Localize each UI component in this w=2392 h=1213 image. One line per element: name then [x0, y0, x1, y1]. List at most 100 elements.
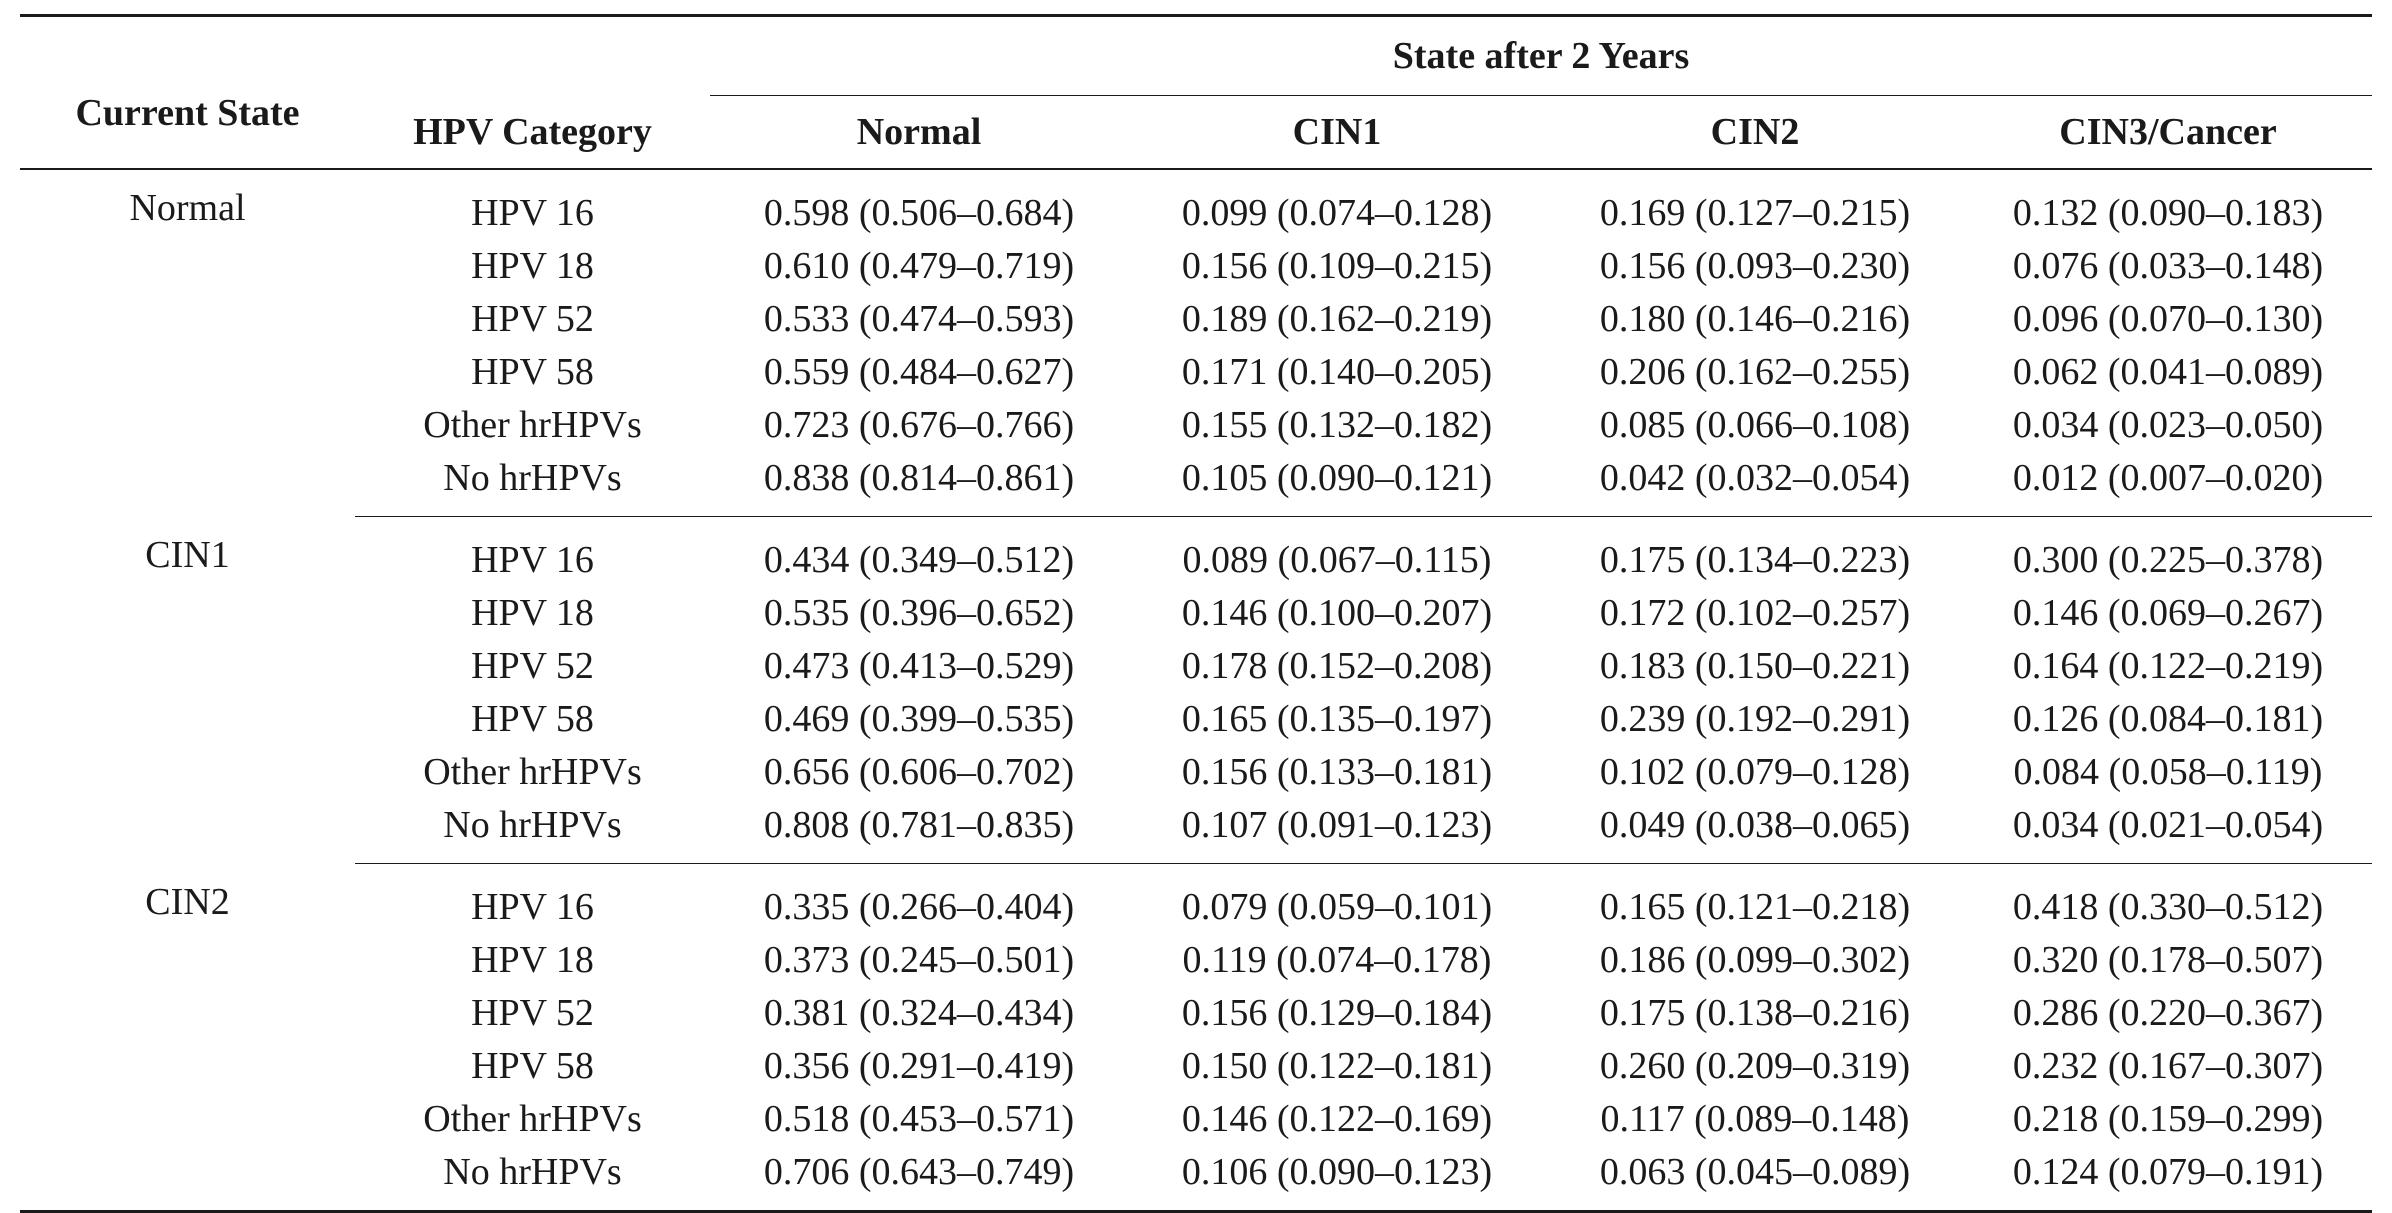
hpv-category-cell: Other hrHPVs	[423, 750, 642, 793]
probability-cell-cin1: 0.089 (0.067–0.115)	[1182, 538, 1492, 581]
probability-cell-normal: 0.706 (0.643–0.749)	[763, 1150, 1075, 1193]
probability-cell-cin2: 0.175 (0.134–0.223)	[1599, 538, 1911, 581]
hpv-category-cell: HPV 18	[471, 591, 594, 634]
table-row: HPV 18 0.535 (0.396–0.652) 0.146 (0.100–0.…	[20, 586, 2372, 639]
probability-cell-cin2: 0.206 (0.162–0.255)	[1599, 350, 1911, 393]
hpv-category-cell: Other hrHPVs	[423, 1097, 642, 1140]
probability-cell-normal: 0.533 (0.474–0.593)	[763, 297, 1075, 340]
table-row: HPV 58 0.469 (0.399–0.535) 0.165 (0.135–0.…	[20, 692, 2372, 745]
probability-cell-cin3-cancer: 0.164 (0.122–0.219)	[2012, 644, 2324, 687]
hpv-category-cell: No hrHPVs	[355, 798, 710, 864]
probability-cell-cin2: 0.165 (0.121–0.218)	[1599, 885, 1911, 928]
probability-cell-cin3-cancer: 0.096 (0.070–0.130)	[2012, 297, 2324, 340]
probability-cell-cin1: 0.119 (0.074–0.178)	[1182, 938, 1492, 981]
table-body: Normal HPV 16 0.598 (0.506–0.684) 0.099 (0.…	[20, 169, 2373, 1212]
hpv-category-cell: HPV 52	[471, 297, 594, 340]
probability-cell-normal: 0.723 (0.676–0.766)	[763, 403, 1075, 446]
table-row: No hrHPVs 0.838 (0.814–0.861) 0.105 (0.090…	[20, 451, 2373, 517]
probability-cell-cin2: 0.239 (0.192–0.291)	[1599, 697, 1911, 740]
probability-cell-cin3-cancer: 0.076 (0.033–0.148)	[2012, 244, 2324, 287]
table-row: No hrHPVs 0.808 (0.781–0.835) 0.107 (0.091…	[20, 798, 2373, 864]
hpv-category-cell: HPV 58	[471, 697, 594, 740]
header-row-bottom: HPV Category Normal CIN1 CIN2 CIN3/Cance…	[20, 96, 2373, 169]
probability-cell-cin2: 0.117 (0.089–0.148)	[1600, 1097, 1910, 1140]
probability-cell-cin3-cancer: 0.232 (0.167–0.307)	[2012, 1044, 2324, 1087]
probability-cell-cin2: 0.085 (0.066–0.108)	[1599, 403, 1911, 446]
probability-cell-normal: 0.469 (0.399–0.535)	[763, 697, 1075, 740]
current-state-header: Current State	[75, 91, 300, 134]
table-row: Other hrHPVs 0.518 (0.453–0.571) 0.146 (0.…	[20, 1092, 2372, 1145]
hpv-category-cell: HPV 58	[471, 1044, 594, 1087]
probability-cell-normal: 0.559 (0.484–0.627)	[763, 350, 1075, 393]
table-row: HPV 52 0.473 (0.413–0.529) 0.178 (0.152–0.…	[20, 639, 2372, 692]
probability-cell-normal: 0.535 (0.396–0.652)	[763, 591, 1075, 634]
table-row: Other hrHPVs 0.656 (0.606–0.702) 0.156 (0.…	[20, 745, 2372, 798]
hpv-category-cell: HPV 18	[471, 938, 594, 981]
hpv-category-cell: Other hrHPVs	[423, 403, 642, 446]
hpv-category-cell: HPV 16	[471, 191, 594, 234]
table-row: HPV 18 0.610 (0.479–0.719) 0.156 (0.109–0.…	[20, 239, 2372, 292]
probability-cell-cin1: 0.156 (0.109–0.215)	[1181, 244, 1493, 287]
current-state-cell: Normal	[129, 187, 246, 229]
probability-cell-cin2: 0.183 (0.150–0.221)	[1599, 644, 1911, 687]
probability-cell-cin2: 0.042 (0.032–0.054)	[1546, 451, 1964, 517]
probability-cell-cin3-cancer: 0.286 (0.220–0.367)	[2012, 991, 2324, 1034]
probability-cell-normal: 0.808 (0.781–0.835)	[710, 798, 1128, 864]
probability-cell-cin3-cancer: 0.218 (0.159–0.299)	[2012, 1097, 2324, 1140]
probability-cell-cin1: 0.156 (0.129–0.184)	[1181, 991, 1493, 1034]
probability-cell-cin2: 0.063 (0.045–0.089)	[1599, 1150, 1911, 1193]
table-row: CIN2 HPV 16 0.335 (0.266–0.404) 0.079 (0.05…	[20, 864, 2372, 934]
probability-cell-cin3-cancer: 0.124 (0.079–0.191)	[2012, 1150, 2324, 1193]
probability-cell-cin3-cancer: 0.146 (0.069–0.267)	[2012, 591, 2324, 634]
probability-cell-cin1: 0.107 (0.091–0.123)	[1128, 798, 1546, 864]
column-header-normal: Normal	[856, 111, 982, 153]
table-row: Normal HPV 16 0.598 (0.506–0.684) 0.099 (0.…	[20, 169, 2372, 239]
probability-cell-cin1: 0.146 (0.100–0.207)	[1181, 591, 1493, 634]
probability-cell-cin1: 0.099 (0.074–0.128)	[1181, 191, 1493, 234]
transition-probability-table-container: Current State State after 2 Years HPV Ca…	[20, 14, 2373, 1213]
probability-cell-cin1: 0.156 (0.133–0.181)	[1181, 750, 1493, 793]
probability-cell-cin2: 0.175 (0.138–0.216)	[1599, 991, 1911, 1034]
header-row-top: Current State State after 2 Years	[20, 15, 2373, 134]
probability-cell-cin3-cancer: 0.062 (0.041–0.089)	[2012, 350, 2324, 393]
probability-cell-cin2: 0.180 (0.146–0.216)	[1599, 297, 1911, 340]
probability-cell-cin2: 0.049 (0.038–0.065)	[1546, 798, 1964, 864]
table-row: HPV 58 0.356 (0.291–0.419) 0.150 (0.122–0.…	[20, 1039, 2372, 1092]
table-row: HPV 52 0.533 (0.474–0.593) 0.189 (0.162–0.…	[20, 292, 2372, 345]
current-state-cell: CIN2	[145, 880, 230, 923]
current-state-cell: CIN1	[145, 533, 230, 576]
table-row: HPV 58 0.559 (0.484–0.627) 0.171 (0.140–0.…	[20, 345, 2372, 398]
probability-cell-cin1: 0.106 (0.090–0.123)	[1181, 1150, 1493, 1193]
hpv-category-cell: HPV 16	[471, 885, 594, 928]
probability-cell-normal: 0.381 (0.324–0.434)	[763, 991, 1075, 1034]
probability-cell-cin3-cancer: 0.084 (0.058–0.119)	[2013, 750, 2323, 793]
probability-cell-cin1: 0.165 (0.135–0.197)	[1181, 697, 1493, 740]
probability-cell-cin1: 0.079 (0.059–0.101)	[1181, 885, 1493, 928]
probability-cell-cin1: 0.189 (0.162–0.219)	[1181, 297, 1493, 340]
table-row: CIN1 HPV 16 0.434 (0.349–0.512) 0.089 (0.06…	[20, 517, 2372, 587]
hpv-category-cell: HPV 52	[471, 991, 594, 1034]
hpv-category-cell: HPV 52	[471, 644, 594, 687]
probability-cell-cin1: 0.155 (0.132–0.182)	[1181, 403, 1493, 446]
column-header-cin2: CIN2	[1710, 111, 1800, 153]
empty-header-cell	[355, 16, 710, 96]
probability-cell-normal: 0.656 (0.606–0.702)	[763, 750, 1075, 793]
probability-cell-cin3-cancer: 0.034 (0.021–0.054)	[1964, 798, 2373, 864]
probability-cell-cin2: 0.172 (0.102–0.257)	[1599, 591, 1911, 634]
table-row: HPV 52 0.381 (0.324–0.434) 0.156 (0.129–0.…	[20, 986, 2372, 1039]
probability-cell-cin3-cancer: 0.418 (0.330–0.512)	[2012, 885, 2324, 928]
probability-cell-cin3-cancer: 0.132 (0.090–0.183)	[2012, 191, 2324, 234]
probability-cell-cin3-cancer: 0.034 (0.023–0.050)	[2012, 403, 2324, 446]
probability-cell-normal: 0.335 (0.266–0.404)	[763, 885, 1075, 928]
probability-cell-cin3-cancer: 0.126 (0.084–0.181)	[2012, 697, 2324, 740]
probability-cell-cin2: 0.186 (0.099–0.302)	[1599, 938, 1911, 981]
table-row: No hrHPVs 0.706 (0.643–0.749) 0.106 (0.090…	[20, 1145, 2373, 1212]
hpv-category-cell: HPV 16	[471, 538, 594, 581]
probability-cell-normal: 0.434 (0.349–0.512)	[763, 538, 1075, 581]
probability-cell-cin3-cancer: 0.320 (0.178–0.507)	[2012, 938, 2324, 981]
probability-cell-normal: 0.610 (0.479–0.719)	[763, 244, 1075, 287]
probability-cell-cin3-cancer: 0.012 (0.007–0.020)	[1964, 451, 2373, 517]
probability-cell-normal: 0.518 (0.453–0.571)	[763, 1097, 1075, 1140]
hpv-category-cell: HPV 18	[471, 244, 594, 287]
hpv-category-cell: No hrHPVs	[443, 1150, 622, 1193]
